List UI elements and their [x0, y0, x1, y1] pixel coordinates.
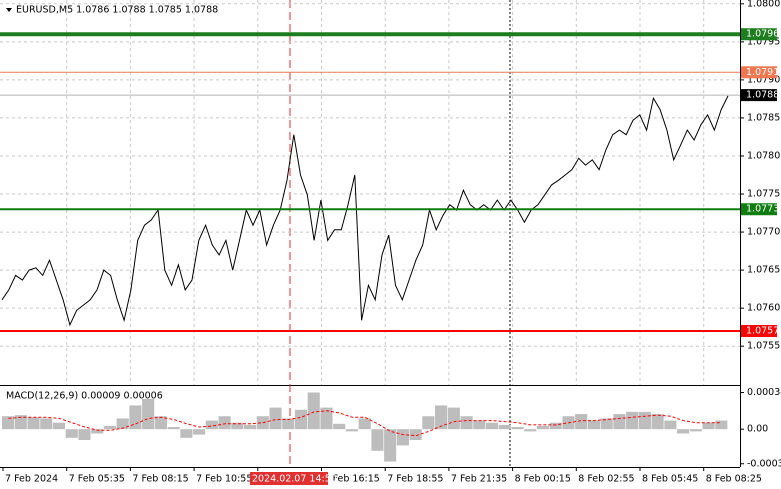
level-tag-label: 1.0791: [746, 67, 779, 78]
macd-bar: [205, 420, 218, 430]
crosshair-label-bg: [250, 472, 328, 485]
y-tick-label: 1.0785: [747, 112, 780, 123]
x-tick-label: 8 Feb 02:55: [578, 474, 634, 485]
macd-bar: [371, 429, 384, 451]
macd-bar: [14, 415, 27, 430]
level-tag-label: 1.0796: [746, 29, 779, 40]
macd-bar: [91, 429, 104, 434]
crosshair-label: 2024.02.07 14:50: [252, 474, 337, 485]
level-tag-label: 1.0757: [746, 325, 779, 336]
macd-bar: [651, 414, 664, 430]
level-tag: [741, 324, 777, 337]
macd-bar: [664, 420, 677, 430]
macd-bar: [626, 411, 639, 430]
x-tick-label: 8 Feb 08:25: [706, 474, 762, 485]
macd-bar: [715, 420, 728, 430]
macd-bar: [549, 422, 562, 430]
macd-bar: [511, 427, 524, 430]
macd-title: MACD(12,26,9) 0.00009 0.00006: [6, 391, 163, 402]
level-tag: [741, 66, 777, 79]
macd-bar: [129, 405, 142, 430]
macd-bar: [447, 407, 460, 430]
x-tick-label: 7 Feb 2024: [5, 474, 58, 485]
y-tick-label: 0.00: [747, 424, 768, 435]
macd-bar: [244, 424, 257, 430]
macd-bar: [256, 416, 269, 430]
macd-bar: [345, 429, 358, 432]
macd-bar: [638, 411, 651, 430]
macd-bar: [689, 429, 702, 432]
macd-bar: [142, 398, 155, 430]
macd-bar: [65, 429, 78, 438]
macd-bar: [384, 429, 397, 462]
macd-bar: [154, 416, 167, 430]
macd-bar: [600, 418, 613, 430]
x-tick-label: 7 Feb 21:35: [451, 474, 507, 485]
level-tag-label: 1.0788: [746, 90, 779, 101]
x-tick-label: 7 Feb 18:55: [387, 474, 443, 485]
y-tick-label: 1.0765: [747, 265, 780, 276]
macd-bar: [218, 416, 231, 430]
macd-bar: [435, 405, 448, 430]
macd-bar: [677, 429, 690, 434]
macd-bar: [167, 427, 180, 430]
macd-bar: [116, 418, 129, 430]
level-tag: [741, 203, 777, 216]
menu-arrow: [6, 8, 12, 12]
macd-bar: [524, 429, 537, 432]
macd-bar: [536, 425, 550, 430]
y-tick-label: 1.0755: [747, 341, 780, 352]
y-tick-label: 0.00034: [747, 387, 781, 398]
level-tag: [741, 28, 777, 41]
y-tick-label: -0.00032: [747, 458, 781, 469]
macd-bar: [358, 418, 371, 430]
macd-bar: [473, 420, 486, 430]
macd-bar: [269, 407, 282, 430]
macd-bar: [422, 416, 435, 430]
y-tick-label: 1.0780: [747, 150, 780, 161]
macd-bar: [40, 418, 53, 430]
y-tick-label: 1.0775: [747, 189, 780, 200]
macd-bar: [78, 429, 91, 440]
y-tick-label: 1.0790: [747, 74, 780, 85]
macd-bar: [460, 416, 473, 430]
signal-line: [8, 410, 722, 437]
macd-bar: [333, 423, 346, 430]
macd-bar: [702, 422, 715, 430]
macd-bar: [396, 429, 409, 446]
macd-bar: [486, 422, 499, 430]
macd-bar: [320, 407, 333, 430]
macd-bar: [575, 414, 588, 430]
x-tick-label: 8 Feb 05:45: [642, 474, 698, 485]
y-tick-label: 1.0800: [747, 0, 780, 9]
x-tick-label: 7 Feb 05:35: [69, 474, 125, 485]
macd-bar: [193, 429, 206, 435]
x-tick-label: 7 Feb 10:55: [196, 474, 252, 485]
level-tag: [741, 89, 777, 102]
macd-bar: [2, 416, 15, 430]
macd-bar: [409, 429, 422, 440]
price-line: [1, 95, 729, 327]
y-tick-label: 1.0760: [747, 303, 780, 314]
chart-title: EURUSD,M5 1.0786 1.0788 1.0785 1.0788: [16, 5, 218, 16]
macd-bar: [27, 417, 40, 430]
macd-bar: [587, 420, 600, 430]
macd-bar: [52, 422, 66, 430]
level-tag-label: 1.0773: [746, 204, 779, 215]
x-tick-label: 8 Feb 00:15: [515, 474, 571, 485]
macd-bar: [180, 429, 193, 438]
y-tick-label: 1.0770: [747, 227, 780, 238]
macd-bar: [282, 418, 295, 430]
macd-bar: [307, 392, 320, 430]
macd-bar: [231, 422, 244, 430]
macd-bar: [613, 414, 626, 430]
x-tick-label: 7 Feb 08:15: [132, 474, 188, 485]
macd-bar: [294, 409, 308, 430]
macd-bar: [498, 424, 511, 430]
y-tick-label: 1.0795: [747, 36, 780, 47]
x-tick-label: 7 Feb 16:15: [324, 474, 380, 485]
macd-bar: [103, 425, 116, 430]
